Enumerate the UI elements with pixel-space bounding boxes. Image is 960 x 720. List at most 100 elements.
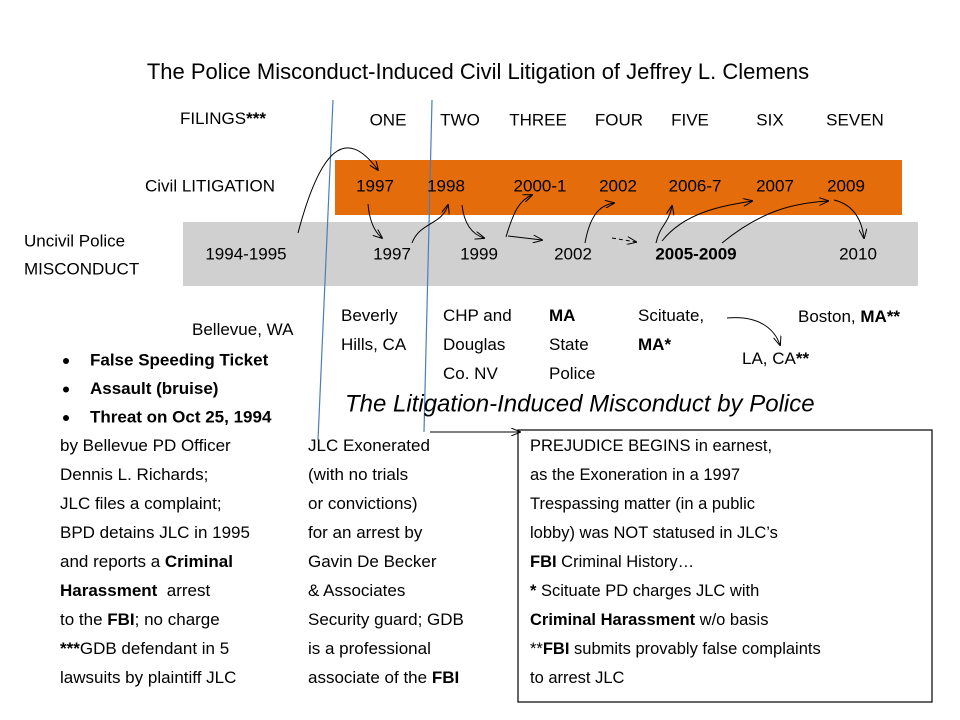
middle-note: associate of the FBI	[308, 668, 459, 687]
location: Douglas	[443, 335, 505, 354]
misconduct-year: 1994-1995	[205, 244, 286, 263]
litigation-year: 1998	[427, 176, 465, 195]
box-note: * Scituate PD charges JLC with	[530, 582, 759, 600]
middle-note: is a professional	[308, 639, 431, 658]
box-note-run: FBI	[543, 640, 570, 658]
location: Hills, CA	[341, 335, 407, 354]
middle-note-run: or convictions)	[308, 494, 418, 513]
location-run: MA	[549, 306, 575, 325]
location-run: Hills, CA	[341, 335, 407, 354]
arrows	[297, 147, 864, 432]
litigation-year: 2000-1	[514, 176, 567, 195]
left-note: lawsuits by plaintiff JLC	[60, 668, 236, 687]
box-note-run: to arrest JLC	[530, 669, 625, 687]
misconduct-year: 2010	[839, 244, 877, 263]
filing-number: FOUR	[595, 110, 643, 129]
box-note-run: Trespassing matter (in a public	[530, 495, 755, 513]
box-note: PREJUDICE BEGINS in earnest,	[530, 437, 772, 455]
box-note-run: *	[530, 582, 537, 600]
box-note-run: lobby) was NOT statused in JLC’s	[530, 524, 778, 542]
left-note: JLC files a complaint;	[60, 494, 222, 513]
left-note: and reports a Criminal	[60, 552, 233, 571]
left-note: to the FBI; no charge	[60, 610, 220, 629]
box-note: Criminal Harassment w/o basis	[530, 611, 768, 629]
middle-note: Gavin De Becker	[308, 552, 437, 571]
left-note: ***GDB defendant in 5	[60, 639, 229, 658]
location: Co. NV	[443, 364, 498, 383]
middle-note: Security guard; GDB	[308, 610, 464, 629]
box-note-run: **	[530, 640, 543, 658]
middle-note-run: is a professional	[308, 639, 431, 658]
location-run: MA*	[638, 335, 671, 354]
left-note-run: FBI	[107, 610, 134, 629]
left-note-run: ; no charge	[135, 610, 220, 629]
left-note-run: Dennis L. Richards;	[60, 465, 208, 484]
filing-number: SEVEN	[826, 110, 884, 129]
location: State	[549, 335, 589, 354]
middle-note: (with no trials	[308, 465, 408, 484]
location: Police	[549, 364, 595, 383]
middle-note-run: for an arrest by	[308, 523, 423, 542]
middle-note-run: Gavin De Becker	[308, 552, 437, 571]
middle-note: JLC Exonerated	[308, 436, 430, 455]
box-note: as the Exoneration in a 1997	[530, 466, 740, 484]
left-note-run: to the	[60, 610, 107, 629]
title: The Police Misconduct-Induced Civil Liti…	[147, 59, 809, 84]
middle-note: & Associates	[308, 581, 405, 600]
left-note-run: arrest	[157, 581, 210, 600]
filing-number: FIVE	[671, 110, 709, 129]
left-note-run: Harassment	[60, 581, 158, 600]
left-note-run: GDB defendant in 5	[80, 639, 229, 658]
filing-number: SIX	[756, 110, 783, 129]
litigation-label: Civil LITIGATION	[145, 176, 275, 195]
box-note-run: FBI	[530, 553, 557, 571]
location-run: Beverly	[341, 306, 398, 325]
location: MA	[549, 306, 575, 325]
subtitle: The Litigation-Induced Misconduct by Pol…	[345, 390, 815, 417]
location: CHP and	[443, 306, 512, 325]
middle-note-run: FBI	[432, 668, 459, 687]
location: LA, CA**	[742, 349, 809, 368]
location: Beverly	[341, 306, 398, 325]
left-note: Dennis L. Richards;	[60, 465, 208, 484]
location: Boston, MA**	[798, 307, 900, 326]
location-run: CHP and	[443, 306, 512, 325]
box-note-run: Scituate PD charges JLC with	[536, 582, 759, 600]
location-run: State	[549, 335, 589, 354]
litigation-year: 2009	[827, 176, 865, 195]
location-run: LA, CA	[742, 349, 797, 368]
box-note: lobby) was NOT statused in JLC’s	[530, 524, 778, 542]
misconduct-label: MISCONDUCT	[24, 259, 139, 278]
middle-note-run: (with no trials	[308, 465, 408, 484]
bullet-dot	[63, 358, 69, 364]
box-note-run: as the Exoneration in a 1997	[530, 466, 740, 484]
left-note-run: ***	[60, 639, 80, 658]
bullet: False Speeding Ticket	[90, 350, 269, 369]
location-run: Douglas	[443, 335, 505, 354]
filing-number: THREE	[509, 110, 567, 129]
location-run: Boston,	[798, 307, 860, 326]
middle-note-run: & Associates	[308, 581, 405, 600]
box-note-run: Criminal Harassment	[530, 611, 696, 629]
left-note-run: BPD detains JLC in 1995	[60, 523, 250, 542]
left-note: by Bellevue PD Officer	[60, 436, 231, 455]
left-note-run: JLC files a complaint;	[60, 494, 222, 513]
litigation-year: 2007	[756, 176, 794, 195]
location-run: Bellevue, WA	[192, 320, 294, 339]
filings-label-run: ***	[246, 109, 266, 128]
bullet: Assault (bruise)	[90, 379, 218, 398]
filing-number: ONE	[370, 110, 407, 129]
litigation-year: 2002	[599, 176, 637, 195]
litigation-year: 1997	[356, 176, 394, 195]
middle-note-run: JLC Exonerated	[308, 436, 430, 455]
note-box	[517, 429, 933, 703]
misconduct-label: Uncivil Police	[24, 231, 125, 250]
box-note-run: submits provably false complaints	[569, 640, 820, 658]
box-note: FBI Criminal History…	[530, 553, 694, 571]
location-run: **	[796, 349, 810, 368]
misconduct-year: 1999	[460, 244, 498, 263]
middle-note-run: associate of the	[308, 668, 432, 687]
bullet: Threat on Oct 25, 1994	[90, 407, 272, 426]
